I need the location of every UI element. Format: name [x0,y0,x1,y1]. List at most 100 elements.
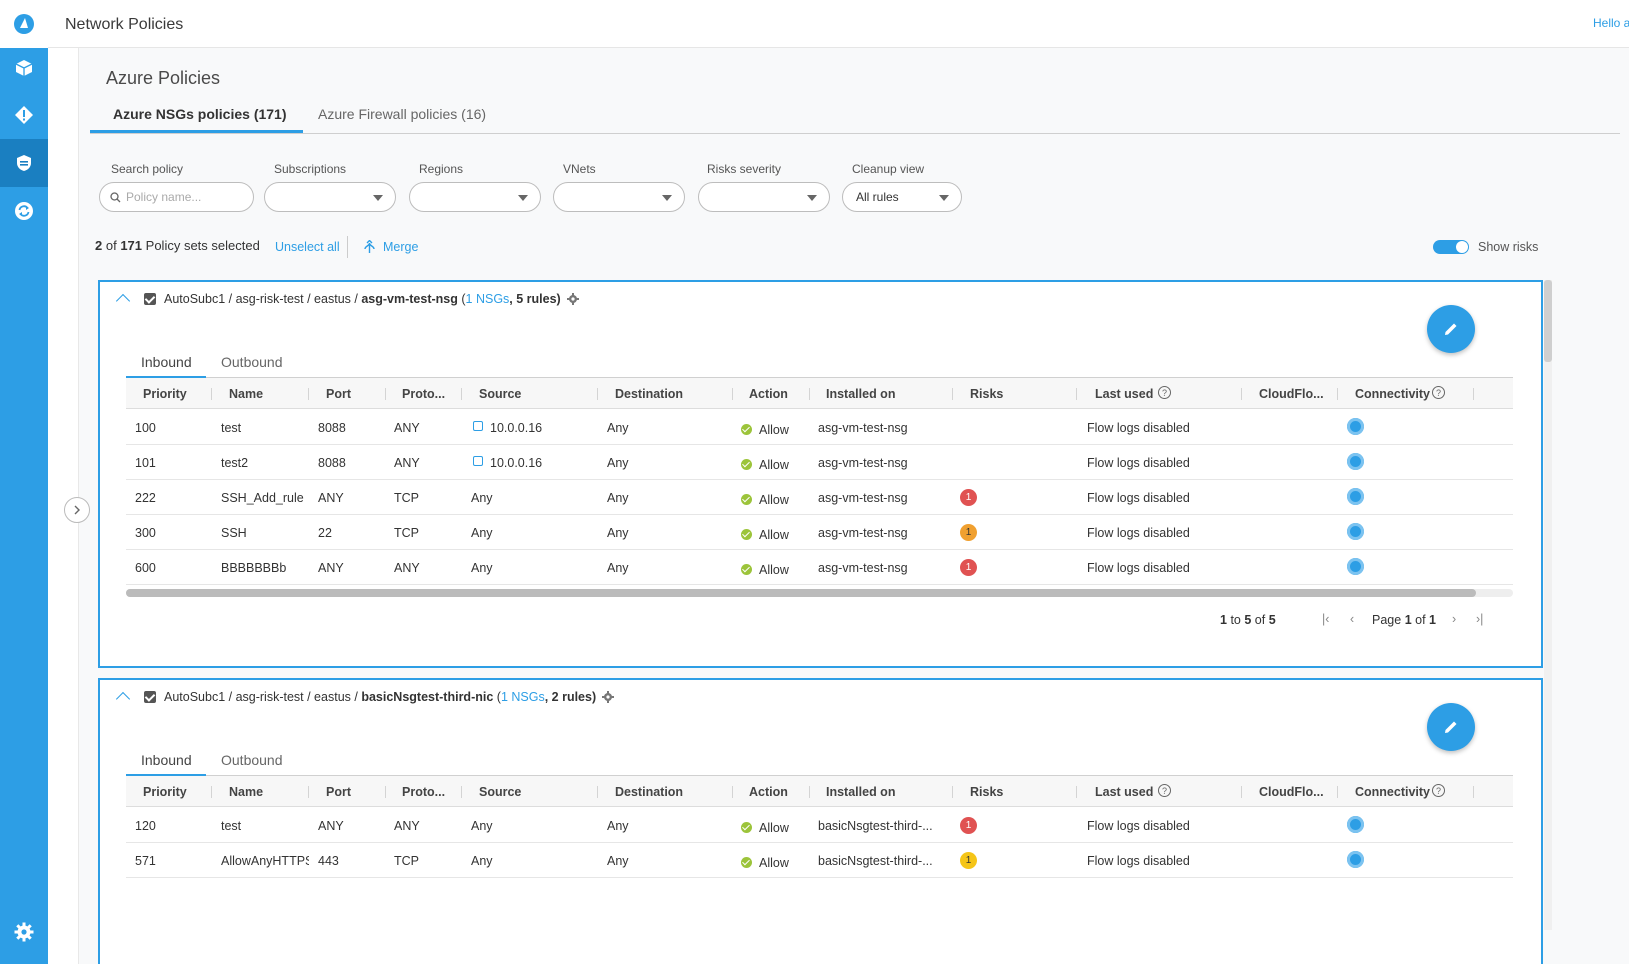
chevron-up-icon[interactable] [115,293,131,309]
column-header[interactable]: Last used [1095,387,1154,401]
left-rail [0,0,48,964]
help-circle-icon[interactable]: ? [1158,784,1171,797]
nsg-count-link[interactable]: 1 NSGs [465,292,510,306]
merge-button[interactable]: Merge [383,240,419,254]
connectivity-icon[interactable] [1347,453,1364,470]
column-header[interactable]: Proto... [402,387,446,401]
first-page-icon[interactable]: |‹ [1322,612,1330,626]
risk-badge[interactable]: 1 [960,852,977,869]
vertical-scrollbar[interactable] [1544,280,1552,930]
connectivity-icon[interactable] [1347,488,1364,505]
tab-azure-nsgs[interactable]: Azure NSGs policies (171) [113,106,287,122]
table-row[interactable]: 222 SSH_Add_rule ANY TCP Any Any Allow asg-vm-t… [126,480,1513,515]
column-header[interactable]: Priority [143,387,187,401]
cleanup-view-select[interactable]: All rules [842,182,962,212]
column-header[interactable]: Name [229,785,264,799]
tab-azure-firewall[interactable]: Azure Firewall policies (16) [318,106,487,122]
column-header[interactable]: Risks [970,387,1004,401]
table-row[interactable]: 100 test 8088 ANY 10.0.0.16 Any Allow asg-vm-te… [126,410,1513,445]
table-row[interactable]: 571 AllowAnyHTTPS 443 TCP Any Any Allow basicNs… [126,843,1513,878]
column-header[interactable]: Risks [970,785,1004,799]
merge-icon[interactable] [363,240,376,254]
edit-policy-button[interactable] [1427,305,1475,353]
table-row[interactable]: 300 SSH 22 TCP Any Any Allow asg-vm-test-nsg 1 Fl… [126,515,1513,550]
sync-icon[interactable] [0,187,48,235]
cell-source: 10.0.0.16 [490,421,543,435]
expand-panel-button[interactable] [64,497,90,523]
risk-badge[interactable]: 1 [960,817,977,834]
table-row[interactable]: 600 BBBBBBBb ANY ANY Any Any Allow asg-vm-test-… [126,550,1513,585]
policy-tabs: Azure NSGs policies (171) Azure Firewall… [90,98,1620,134]
column-header[interactable]: CloudFlo... [1259,785,1324,799]
connectivity-icon[interactable] [1347,418,1364,435]
help-circle-icon[interactable]: ? [1432,386,1445,399]
column-header[interactable]: Last used [1095,785,1154,799]
search-field[interactable] [99,182,254,212]
vnets-select[interactable] [553,182,685,212]
column-header[interactable]: CloudFlo... [1259,387,1324,401]
connectivity-icon[interactable] [1347,523,1364,540]
next-page-icon[interactable]: › [1452,612,1457,626]
column-header[interactable]: Action [749,785,788,799]
network-object-icon[interactable] [473,421,483,431]
column-header[interactable]: Destination [615,387,684,401]
user-greeting[interactable]: Hello a [1593,16,1629,30]
gear-icon[interactable] [602,691,615,703]
column-header[interactable]: Connectivity [1355,785,1431,799]
cell-port: ANY [318,491,344,505]
settings-icon[interactable] [0,908,48,956]
column-header[interactable]: Action [749,387,788,401]
column-separator [952,786,953,798]
column-header[interactable]: Port [326,785,351,799]
column-header[interactable]: Source [479,387,522,401]
selection-summary: 2 of 171 Policy sets selected [95,238,260,253]
logo-icon[interactable] [0,0,48,48]
help-circle-icon[interactable]: ? [1432,784,1445,797]
column-header[interactable]: Installed on [826,785,896,799]
table-row[interactable]: 120 test ANY ANY Any Any Allow basicNsgtest-thi… [126,808,1513,843]
connectivity-icon[interactable] [1347,558,1364,575]
tab-inbound[interactable]: Inbound [141,752,192,768]
column-header[interactable]: Source [479,785,522,799]
prev-page-icon[interactable]: ‹ [1350,612,1355,626]
tab-inbound[interactable]: Inbound [141,354,192,370]
help-circle-icon[interactable]: ? [1158,386,1171,399]
connectivity-icon[interactable] [1347,816,1364,833]
risk-badge[interactable]: 1 [960,489,977,506]
last-page-icon[interactable]: ›| [1476,612,1484,626]
select-checkbox[interactable] [144,293,156,305]
column-header[interactable]: Proto... [402,785,446,799]
horizontal-scrollbar[interactable] [126,589,1513,597]
connectivity-icon[interactable] [1347,851,1364,868]
tab-outbound[interactable]: Outbound [221,354,283,370]
risk-badge[interactable]: 1 [960,524,977,541]
search-input[interactable] [126,190,246,204]
risks-severity-select[interactable] [698,182,830,212]
column-header[interactable]: Name [229,387,264,401]
unselect-all-link[interactable]: Unselect all [275,240,340,254]
table-row[interactable]: 101 test2 8088 ANY 10.0.0.16 Any Allow asg-vm-t… [126,445,1513,480]
network-object-icon[interactable] [473,456,483,466]
chevron-up-icon[interactable] [115,691,131,707]
gear-icon[interactable] [566,293,579,305]
column-header[interactable]: Port [326,387,351,401]
edit-policy-button[interactable] [1427,703,1475,751]
nsg-count-link[interactable]: 1 NSGs [500,690,545,704]
scroll-thumb[interactable] [126,589,1476,597]
shield-icon[interactable] [0,139,48,187]
tab-outbound[interactable]: Outbound [221,752,283,768]
selection-suffix: Policy sets selected [145,238,260,253]
cube-icon[interactable] [0,44,48,92]
alert-diamond-icon[interactable] [0,91,48,139]
column-header[interactable]: Installed on [826,387,896,401]
show-risks-toggle[interactable] [1433,240,1469,254]
regions-select[interactable] [409,182,541,212]
risk-badge[interactable]: 1 [960,559,977,576]
subscriptions-select[interactable] [264,182,396,212]
scroll-thumb[interactable] [1544,280,1552,362]
select-checkbox[interactable] [144,691,156,703]
column-header[interactable]: Priority [143,785,187,799]
column-header[interactable]: Destination [615,785,684,799]
regions-label: Regions [419,162,464,176]
column-header[interactable]: Connectivity [1355,387,1431,401]
